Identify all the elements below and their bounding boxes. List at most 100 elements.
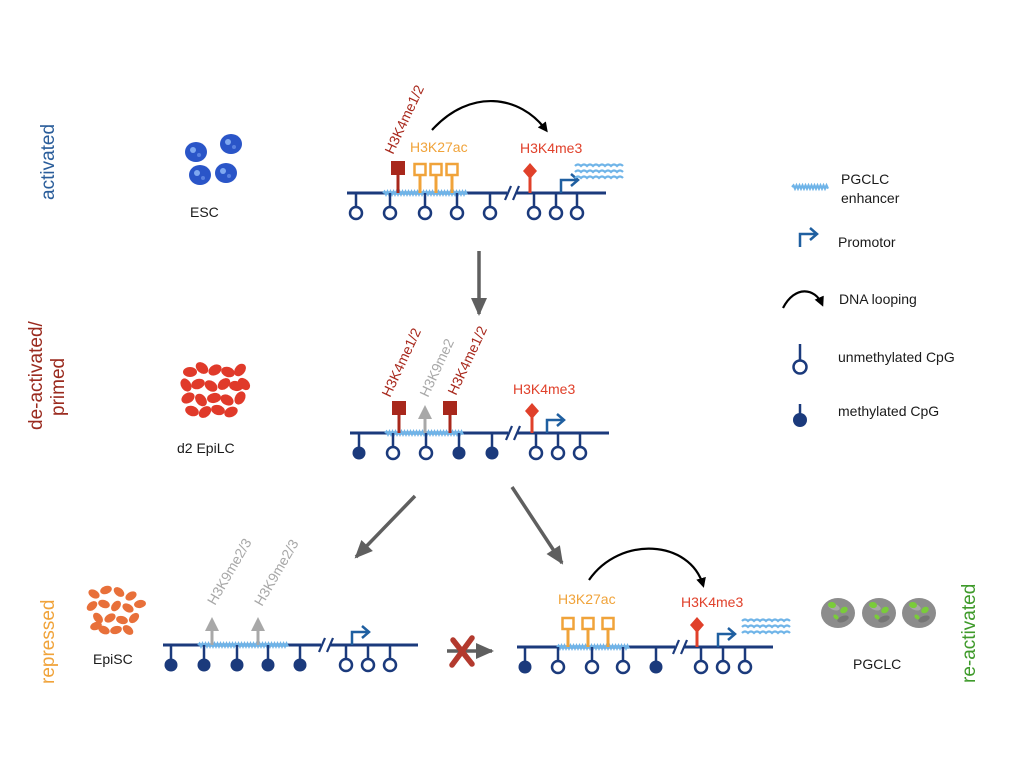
unmethylated-cpg [550,445,566,461]
break-slash [512,425,522,441]
promoter-arrowhead [556,413,566,427]
break-slash [511,185,521,201]
enhancer-swatch [791,182,829,192]
unmethylated-cpg [360,657,376,673]
methylated-cpg [293,658,307,672]
unmethylated-cpg [417,205,433,221]
episc-cell [90,621,102,631]
epilc-cell [234,391,246,405]
episc-cell [98,625,110,635]
blue-cell-cluster-icon [185,134,242,185]
promoter-arrowhead [570,173,580,187]
transcript-wave [741,624,791,629]
locus-reactivated [517,547,791,675]
green-stain [869,601,877,609]
cell-highlight [201,176,205,180]
h3k4me3-mark [690,617,704,633]
h3k27ac-mark [601,616,615,631]
transcript-wave [741,630,791,635]
promoter-arrow-icon [545,418,562,433]
cell-label-epilc: d2 EpiLC [177,440,235,456]
state-activated: activated [38,124,59,200]
epilc-cell [181,392,195,404]
green-stain [840,606,848,614]
episc-cell [86,601,98,611]
episc-cell [110,625,122,635]
epilc-cell [185,405,199,417]
epilc-cell [234,363,246,377]
promoter-arrowhead [727,627,737,641]
methylated-cpg [164,658,178,672]
transcript-wave [741,618,791,623]
episc-cell [98,599,110,609]
unmethylated-cpg [737,659,753,675]
unmethylated-cpg [715,659,731,675]
locus-repressed [163,617,418,673]
label-line: de-activated/ [26,320,47,430]
epilc-cell [180,378,192,392]
unmethylated-cpg [482,205,498,221]
epilc-cell [217,378,231,390]
promoter-arrow-icon [350,630,367,645]
loci [163,99,791,675]
pgclc-cell [821,598,855,628]
cell-label-esc: ESC [190,204,219,220]
locus-primed [350,401,609,461]
h3k4me12-mark [391,161,405,175]
methylated-cpg [649,660,663,674]
unmethylated-cpg [584,659,600,675]
break-gap [507,186,516,200]
cell-texture [837,615,849,623]
episc-cell [122,625,134,635]
h3k9-mark [418,405,432,419]
epilc-cell [208,364,222,376]
unmethylated-cpg [550,659,566,675]
locus-activated [347,99,624,221]
red-cell-cluster-icon [180,362,251,418]
epilc-cell [191,378,205,390]
transcript-wave [574,169,624,174]
enhancer-squiggle [197,641,289,649]
legend-looping-label: DNA looping [839,291,917,307]
dna-looping-arrow-icon [431,99,548,133]
legend-methylated-label: methylated CpG [838,403,939,419]
episc-cell [113,587,125,597]
unmethylated-cpg [693,659,709,675]
episc-cell [104,613,116,623]
unmethylated-cpg [385,445,401,461]
epilc-cell [195,393,207,407]
cell-texture [878,615,890,623]
break-gap [675,640,684,654]
labels: activated de-activated/primed repressed re-… [26,82,980,684]
esc-cell [185,142,207,162]
methylated-cpg [352,446,366,460]
mark-label-h3k4me12: H3K4me1/2 [444,323,490,397]
break-gap [321,638,330,652]
orange-cell-cluster-icon [86,585,146,635]
mark-label-h3k4me3: H3K4me3 [513,381,575,397]
transcript-wave [574,175,624,180]
cell-highlight [225,139,231,145]
unmethylated-cpg [572,445,588,461]
mark-label-h3k4me3: H3K4me3 [681,594,743,610]
gray-green-cell-cluster-icon [821,598,936,628]
legend: PGCLC enhancer Promotor DNA looping unmethyl… [782,171,955,427]
h3k4me3-mark [525,403,539,419]
h3k9-mark [251,617,265,631]
esc-cell [215,163,237,183]
epilc-cell [220,394,234,406]
label-line: enhancer [841,190,900,206]
cell-highlight [220,168,226,174]
dna-looping-arrow-icon [588,547,706,588]
promoter-arrow-icon [716,632,733,647]
unmethylated-cpg [418,445,434,461]
methylated-cpg [197,658,211,672]
pgclc-cell [862,598,896,628]
break-slash [317,637,327,653]
h3k27ac-mark [429,162,443,177]
episc-cell [100,585,112,595]
cell-label-episc: EpiSC [93,651,133,667]
green-stain [881,606,889,614]
cell-highlight [197,153,201,157]
arrowhead [546,545,564,565]
